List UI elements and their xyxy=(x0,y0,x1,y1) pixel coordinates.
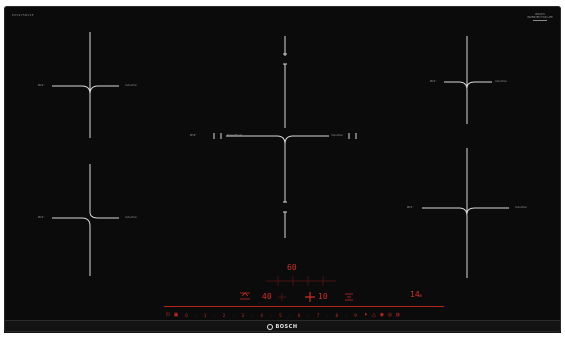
power-level-separator: · xyxy=(251,312,253,318)
frying-icon[interactable]: △ xyxy=(372,312,376,318)
zone-right-top-size: Ø21⁰ xyxy=(430,80,437,83)
brand-badge-rule xyxy=(533,20,547,21)
zone-right-indicator xyxy=(345,293,353,301)
bosch-logo-icon xyxy=(267,323,274,330)
power-level-3[interactable]: 3 xyxy=(241,312,245,318)
zone-left-bottom-type: Induction xyxy=(125,216,138,219)
power-level-separator: · xyxy=(345,312,347,318)
cooktop-surface: PXV975DV1E BOSCH INVENTED FOR LIFE xyxy=(4,6,561,332)
brand-badge-sub: INVENTED FOR LIFE xyxy=(527,16,553,19)
zone-left-bottom-arm xyxy=(52,217,91,276)
zone-left-top-type: Induction xyxy=(125,84,138,87)
zone-right-top-mark xyxy=(466,36,492,89)
power-level-0[interactable]: 0 xyxy=(185,312,188,318)
zone-center-ticks xyxy=(283,53,287,213)
power-level-separator: · xyxy=(195,312,197,318)
display-right-unit: m xyxy=(419,293,423,298)
power-level-7[interactable]: 7 xyxy=(316,312,320,318)
zone-left-top-mark xyxy=(89,32,119,95)
power-level-scale[interactable]: 0 · 1 · 2 · 3 · 4 · 5 · 6 · 7 · 8 · 9 xyxy=(180,313,362,318)
zone-center-mark xyxy=(284,135,329,145)
power-level-separator: · xyxy=(213,312,216,318)
power-level-6[interactable]: 6 xyxy=(297,312,301,318)
brand-badge: BOSCH INVENTED FOR LIFE xyxy=(525,13,555,21)
power-level-4[interactable]: 4 xyxy=(260,312,263,318)
display-center-value: 10 xyxy=(318,292,328,301)
power-icon[interactable]: ⏻ xyxy=(166,312,170,318)
zone-left-bottom-mark xyxy=(89,164,119,219)
zone-center-dash-right xyxy=(348,133,357,139)
display-grid-row xyxy=(266,276,336,286)
power-level-separator: · xyxy=(270,312,272,318)
display-right-number: 14 xyxy=(410,290,420,299)
zone-right-bottom-arm xyxy=(422,207,468,278)
lock-icon[interactable]: ▣ xyxy=(173,312,179,318)
model-label: PXV975DV1E xyxy=(12,13,34,17)
zone-left-bottom-size: Ø21⁰ xyxy=(38,216,45,219)
timer-minus-icon[interactable] xyxy=(277,292,287,302)
boost-icon[interactable]: ⏵ xyxy=(364,312,368,318)
zone-markings xyxy=(52,32,509,278)
power-level-5[interactable]: 5 xyxy=(279,312,282,318)
zone-center-size: Ø32⁰ xyxy=(190,134,197,137)
power-level-separator: · xyxy=(289,312,291,318)
footer-brand-text: BOSCH xyxy=(275,324,298,330)
timer-icon[interactable]: ◉ xyxy=(379,312,385,318)
power-level-separator: · xyxy=(232,312,235,318)
footer-logo: BOSCH xyxy=(4,321,561,333)
keep-warm-icon[interactable]: ◎ xyxy=(387,312,393,318)
zone-left-indicator xyxy=(240,292,250,300)
zone-center-type: Induction xyxy=(331,134,344,137)
zone-left-top-arm xyxy=(52,85,91,138)
zone-left-top-size: Ø21⁰ xyxy=(38,84,45,87)
timer-plus-icon[interactable] xyxy=(304,291,316,303)
control-slider-track[interactable] xyxy=(164,306,444,307)
control-strip: ⏻ ▣ 0 · 1 · 2 · 3 · 4 · 5 · 6 · 7 · 8 · 9 ⏵ △ ◉ ◎ ◍ xyxy=(164,310,444,320)
zone-center-mode: PowerBoost xyxy=(227,134,243,137)
power-level-1[interactable]: 1 xyxy=(203,312,207,318)
zone-right-bottom-type: Induction xyxy=(515,206,528,209)
zone-right-top-arm xyxy=(444,81,468,124)
bottom-frame: BOSCH xyxy=(4,320,561,333)
display-left-value: 40 xyxy=(262,292,272,301)
display-right-value: 14m xyxy=(410,290,422,299)
zone-right-bottom-size: Ø21⁰ xyxy=(407,206,414,209)
zone-right-bottom-mark xyxy=(466,148,509,215)
power-level-9[interactable]: 9 xyxy=(354,312,357,318)
power-level-separator: · xyxy=(326,312,329,318)
display-top-value: 60 xyxy=(287,263,297,272)
zone-right-top-type: Induction xyxy=(495,80,508,83)
zone-center-left-arm xyxy=(226,135,286,238)
power-level-separator: · xyxy=(307,312,310,318)
power-level-8[interactable]: 8 xyxy=(335,312,339,318)
power-level-2[interactable]: 2 xyxy=(222,312,226,318)
flex-icon[interactable]: ◍ xyxy=(395,312,401,318)
brand-badge-text: BOSCH xyxy=(535,13,545,16)
zone-center-dash-left xyxy=(213,133,222,139)
